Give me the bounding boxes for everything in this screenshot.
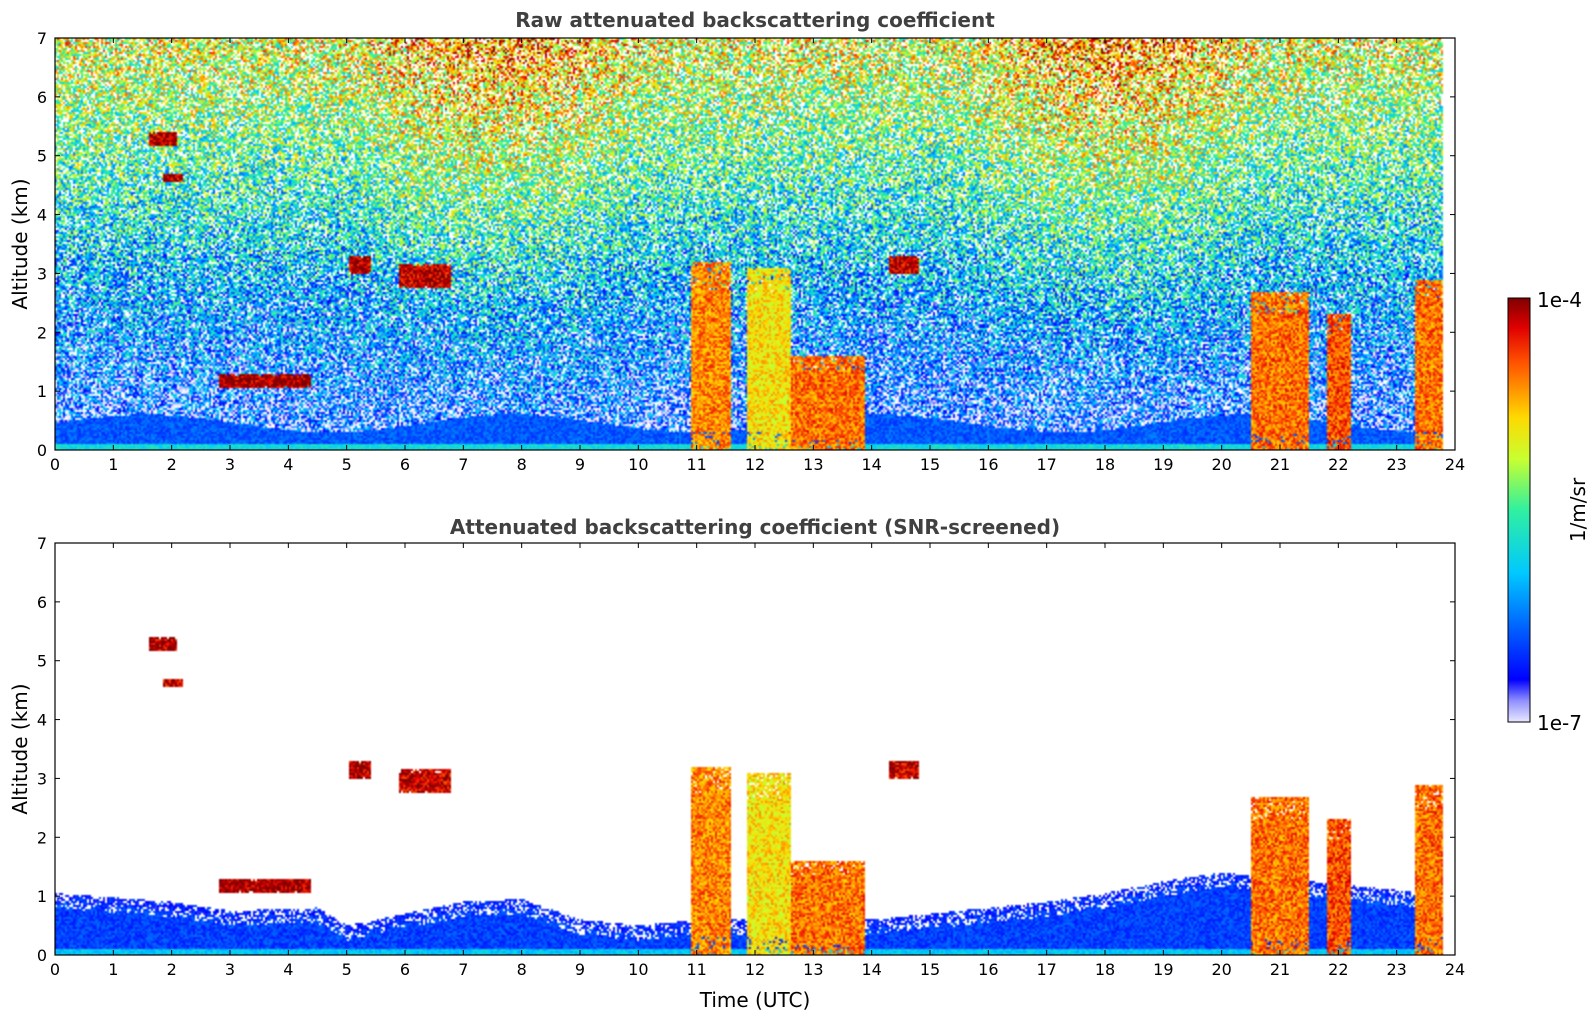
x-tick-label: 22 <box>1328 960 1348 979</box>
y-tick-label: 4 <box>37 206 47 225</box>
x-tick-label: 8 <box>517 455 527 474</box>
panel-screened-y-axis-label: Altitude (km) <box>8 683 32 814</box>
x-tick-label: 12 <box>745 960 765 979</box>
y-tick-label: 6 <box>37 88 47 107</box>
x-tick-label: 11 <box>686 455 706 474</box>
colorbar-gradient <box>1507 297 1531 723</box>
panel-screened-y-ticks: 0 1 2 3 4 5 6 7 <box>37 534 1455 965</box>
y-tick-label: 7 <box>37 29 47 48</box>
x-tick-label: 17 <box>1036 960 1056 979</box>
x-tick-label: 21 <box>1270 960 1290 979</box>
panel-screened-x-axis-label: Time (UTC) <box>699 988 811 1012</box>
y-tick-label: 5 <box>37 652 47 671</box>
x-tick-label: 12 <box>745 455 765 474</box>
x-tick-label: 19 <box>1153 960 1173 979</box>
x-tick-label: 16 <box>978 455 998 474</box>
x-tick-label: 5 <box>342 455 352 474</box>
x-tick-label: 4 <box>283 960 293 979</box>
x-tick-label: 10 <box>628 455 648 474</box>
x-tick-label: 7 <box>458 455 468 474</box>
y-tick-label: 5 <box>37 147 47 166</box>
colorbar-min-label: 1e-7 <box>1537 711 1582 735</box>
x-tick-label: 14 <box>861 455 881 474</box>
x-tick-label: 1 <box>108 455 118 474</box>
x-tick-label: 24 <box>1445 455 1465 474</box>
y-tick-label: 2 <box>37 323 47 342</box>
y-tick-label: 4 <box>37 711 47 730</box>
panel-screened-title: Attenuated backscattering coefficient (S… <box>450 515 1060 539</box>
y-tick-label: 1 <box>37 382 47 401</box>
x-tick-label: 0 <box>50 455 60 474</box>
x-tick-label: 21 <box>1270 455 1290 474</box>
x-tick-label: 3 <box>225 455 235 474</box>
x-tick-label: 3 <box>225 960 235 979</box>
panel-raw-title: Raw attenuated backscattering coefficien… <box>515 8 995 32</box>
x-tick-label: 9 <box>575 960 585 979</box>
x-tick-label: 2 <box>167 960 177 979</box>
x-tick-label: 10 <box>628 960 648 979</box>
x-tick-label: 11 <box>686 960 706 979</box>
x-tick-label: 2 <box>167 455 177 474</box>
x-tick-label: 8 <box>517 960 527 979</box>
x-tick-label: 13 <box>803 960 823 979</box>
y-tick-label: 0 <box>37 946 47 965</box>
x-tick-label: 22 <box>1328 455 1348 474</box>
x-tick-label: 1 <box>108 960 118 979</box>
x-tick-label: 20 <box>1211 960 1231 979</box>
y-tick-label: 3 <box>37 264 47 283</box>
x-tick-label: 6 <box>400 455 410 474</box>
x-tick-label: 18 <box>1095 960 1115 979</box>
y-tick-label: 3 <box>37 769 47 788</box>
panel-raw: Raw attenuated backscattering coefficien… <box>8 8 1465 474</box>
x-tick-label: 15 <box>920 960 940 979</box>
panel-raw-heatmap <box>55 38 1455 450</box>
panel-raw-x-ticks: 0 1 2 3 4 5 6 7 8 9 10 11 12 13 14 15 16 17 18 19 20 21 22 23 24 <box>50 38 1465 474</box>
x-tick-label: 14 <box>861 960 881 979</box>
x-tick-label: 4 <box>283 455 293 474</box>
x-tick-label: 17 <box>1036 455 1056 474</box>
x-tick-label: 24 <box>1445 960 1465 979</box>
panel-screened: Attenuated backscattering coefficient (S… <box>8 515 1465 1012</box>
colorbar-max-label: 1e-4 <box>1537 288 1582 312</box>
x-tick-label: 23 <box>1386 455 1406 474</box>
x-tick-label: 13 <box>803 455 823 474</box>
y-tick-label: 2 <box>37 828 47 847</box>
x-tick-label: 5 <box>342 960 352 979</box>
panel-screened-heatmap <box>55 543 1455 955</box>
x-tick-label: 15 <box>920 455 940 474</box>
panel-screened-x-ticks: 0 1 2 3 4 5 6 7 8 9 10 11 12 13 14 15 16 17 18 19 20 21 22 23 24 <box>50 543 1465 979</box>
panel-raw-y-axis-label: Altitude (km) <box>8 178 32 309</box>
x-tick-label: 19 <box>1153 455 1173 474</box>
x-tick-label: 0 <box>50 960 60 979</box>
colorbar: 1e-4 1e-7 1/m/sr <box>1507 288 1590 735</box>
y-tick-label: 7 <box>37 534 47 553</box>
y-tick-label: 0 <box>37 441 47 460</box>
x-tick-label: 18 <box>1095 455 1115 474</box>
x-tick-label: 6 <box>400 960 410 979</box>
x-tick-label: 20 <box>1211 455 1231 474</box>
x-tick-label: 23 <box>1386 960 1406 979</box>
x-tick-label: 7 <box>458 960 468 979</box>
y-tick-label: 6 <box>37 593 47 612</box>
x-tick-label: 16 <box>978 960 998 979</box>
y-tick-label: 1 <box>37 887 47 906</box>
x-tick-label: 9 <box>575 455 585 474</box>
colorbar-unit-label: 1/m/sr <box>1566 477 1590 542</box>
panel-raw-y-ticks: 0 1 2 3 4 5 6 7 <box>37 29 1455 460</box>
